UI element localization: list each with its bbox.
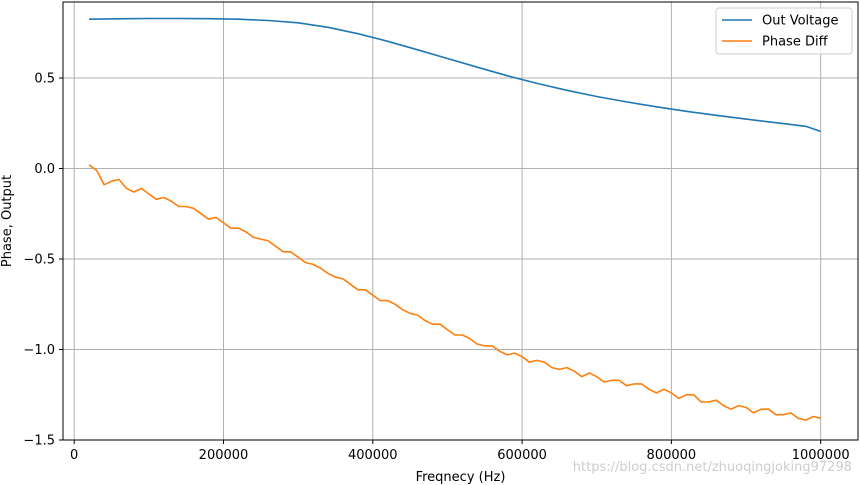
plot-frame (62, 1, 859, 441)
grid-layer (63, 2, 858, 441)
y-tick-label: −0.5 (23, 253, 55, 268)
y-tick-label: −1.0 (23, 343, 55, 358)
x-tick-label: 800000 (647, 448, 697, 463)
series-line-out-voltage (89, 17, 821, 133)
y-tick-label: −1.5 (23, 434, 55, 449)
x-tick-label: 600000 (497, 448, 547, 463)
x-tick-label: 0 (70, 448, 78, 463)
legend-label-phase-diff: Phase Diff (762, 35, 829, 50)
legend: Out Voltage Phase Diff (715, 7, 853, 55)
watermark-text: https://blog.csdn.net/zhuoqingjoking9729… (572, 460, 852, 475)
series-line-phase-diff (88, 164, 821, 421)
y-tick-label: 0.0 (34, 162, 55, 177)
x-axis-label: Freqnecy (Hz) (416, 470, 506, 485)
x-tick-label: 200000 (199, 448, 249, 463)
tick-layer: 0 200000 400000 600000 800000 1000000 −1.5 −1.0… (23, 72, 849, 463)
legend-label-out-voltage: Out Voltage (762, 14, 838, 29)
series-layer (88, 17, 821, 421)
x-tick-label: 1000000 (792, 448, 850, 463)
y-tick-label: 0.5 (34, 72, 55, 87)
x-tick-label: 400000 (348, 448, 398, 463)
y-axis-label: Phase, Output (0, 175, 15, 267)
